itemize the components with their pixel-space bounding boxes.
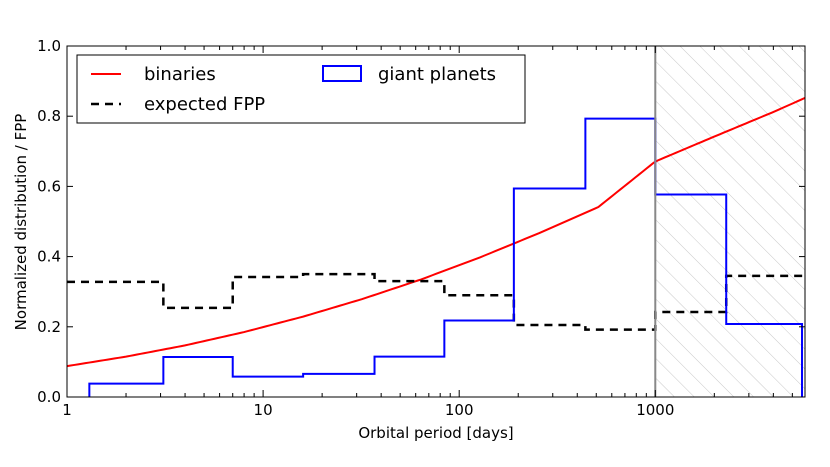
- legend-box: [76, 54, 526, 124]
- ticks-layer: 0.0 0.2 0.4 0.6 0.8 1.0 1 10 100 1000: [37, 37, 805, 419]
- y-tick-label: 0.2: [37, 318, 61, 336]
- x-axis-label: Orbital period [days]: [358, 424, 513, 442]
- x-tick-label: 1000: [636, 401, 674, 419]
- legend: binaries expected FPP giant planets: [76, 54, 526, 124]
- y-tick-label: 0.8: [37, 107, 61, 125]
- series-giant-planets: [88, 117, 804, 397]
- x-tick-label: 1: [62, 401, 72, 419]
- legend-giant-planets-swatch: [322, 65, 362, 82]
- hatched-region: [655, 46, 805, 397]
- plot-frame: [66, 45, 806, 398]
- hatched-region-layer: [655, 46, 805, 397]
- x-tick-label: 10: [254, 401, 273, 419]
- y-tick-label: 0.0: [37, 388, 61, 406]
- legend-fpp-label: expected FPP: [144, 94, 265, 115]
- y-tick-label: 0.4: [37, 248, 61, 266]
- legend-binaries-label: binaries: [144, 64, 216, 85]
- legend-giant-planets-label: giant planets: [378, 64, 496, 85]
- y-tick-label: 1.0: [37, 37, 61, 55]
- x-tick-label: 100: [445, 401, 474, 419]
- y-axis-label: Normalized distribution / FPP: [12, 114, 30, 331]
- y-tick-label: 0.6: [37, 177, 61, 195]
- series-binaries: [67, 97, 805, 368]
